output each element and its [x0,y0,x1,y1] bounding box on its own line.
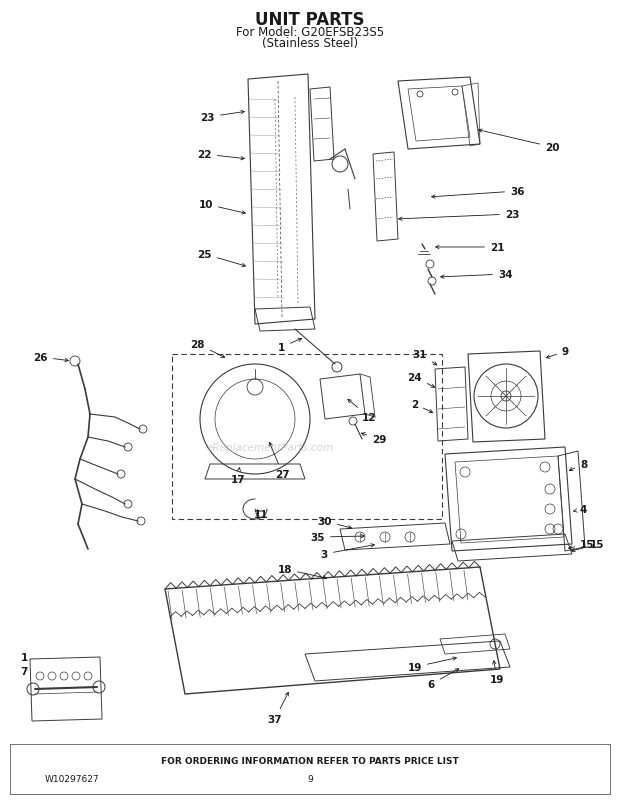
Text: 20: 20 [479,130,559,153]
Text: 19: 19 [490,661,505,684]
Text: 4: 4 [574,504,587,514]
Bar [172,354,442,520]
Text: 23: 23 [200,111,244,123]
Text: 3: 3 [321,544,374,559]
Text: 1: 1 [20,652,28,662]
Text: 12: 12 [348,400,376,423]
Text: FOR ORDERING INFORMATION REFER TO PARTS PRICE LIST: FOR ORDERING INFORMATION REFER TO PARTS … [161,756,459,766]
Text: 24: 24 [407,373,435,388]
Text: 25: 25 [198,249,246,267]
Text: 8: 8 [569,460,587,471]
Text: 10: 10 [198,200,246,215]
Text: 19: 19 [407,657,456,672]
Text: W10297627: W10297627 [45,775,100,784]
Text: 2: 2 [410,399,433,413]
Text: 37: 37 [268,692,288,724]
Text: 21: 21 [436,243,505,253]
Text: (Stainless Steel): (Stainless Steel) [262,38,358,51]
Text: 17: 17 [231,468,245,484]
Text: 34: 34 [441,269,513,280]
Text: 6: 6 [428,669,459,689]
Text: 31: 31 [412,350,437,366]
Text: 9: 9 [546,346,569,358]
Text: UNIT PARTS: UNIT PARTS [255,11,365,29]
Text: 7: 7 [20,666,28,676]
Text: 15: 15 [569,539,595,549]
Text: 18: 18 [278,565,326,579]
Text: 11: 11 [254,509,268,520]
Text: 27: 27 [269,443,290,480]
Text: 9: 9 [307,775,313,784]
Text: For Model: G20EFSB23S5: For Model: G20EFSB23S5 [236,26,384,39]
Text: 28: 28 [190,339,224,358]
Text: 22: 22 [198,150,244,160]
Text: 29: 29 [361,433,386,444]
Text: 23: 23 [399,210,520,221]
Text: eReplacementParts.com: eReplacementParts.com [206,443,334,452]
Text: 1: 1 [278,338,301,353]
Text: 15: 15 [572,539,604,552]
Text: 26: 26 [33,353,68,363]
Text: 36: 36 [432,187,525,199]
Text: 35: 35 [311,533,365,542]
Text: 30: 30 [317,516,352,529]
